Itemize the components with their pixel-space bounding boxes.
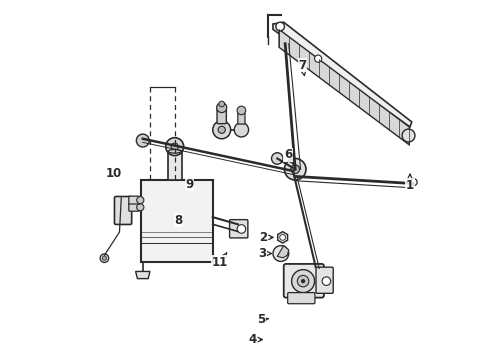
Circle shape <box>292 270 315 293</box>
Polygon shape <box>136 271 150 279</box>
FancyBboxPatch shape <box>168 153 181 180</box>
Ellipse shape <box>168 149 181 153</box>
Text: 1: 1 <box>406 174 414 192</box>
Circle shape <box>213 121 231 139</box>
Text: 7: 7 <box>298 59 306 76</box>
Circle shape <box>234 123 248 137</box>
Text: 6: 6 <box>284 148 294 165</box>
FancyBboxPatch shape <box>129 196 139 204</box>
Circle shape <box>315 55 322 62</box>
FancyBboxPatch shape <box>129 203 139 211</box>
FancyBboxPatch shape <box>141 180 213 262</box>
Text: 4: 4 <box>248 333 262 346</box>
Circle shape <box>285 158 306 180</box>
Circle shape <box>137 204 144 211</box>
Circle shape <box>273 246 289 261</box>
Circle shape <box>297 275 309 287</box>
FancyBboxPatch shape <box>238 113 245 124</box>
FancyBboxPatch shape <box>316 267 333 293</box>
Circle shape <box>217 103 227 113</box>
Polygon shape <box>277 246 289 258</box>
Text: 9: 9 <box>185 178 194 191</box>
Circle shape <box>100 254 109 262</box>
Text: 2: 2 <box>259 231 273 244</box>
FancyBboxPatch shape <box>115 197 132 225</box>
Text: 3: 3 <box>259 247 271 260</box>
Circle shape <box>102 256 107 260</box>
Text: 5: 5 <box>257 313 269 327</box>
Circle shape <box>166 138 184 156</box>
Polygon shape <box>279 30 409 145</box>
Text: 10: 10 <box>106 167 122 180</box>
FancyBboxPatch shape <box>230 220 248 238</box>
Text: 11: 11 <box>212 253 228 269</box>
Circle shape <box>136 134 149 147</box>
Circle shape <box>171 143 178 150</box>
Circle shape <box>280 234 286 240</box>
Circle shape <box>402 129 415 142</box>
Circle shape <box>322 277 331 285</box>
Circle shape <box>271 153 283 164</box>
FancyBboxPatch shape <box>217 109 226 124</box>
Circle shape <box>219 101 224 107</box>
Circle shape <box>237 225 245 233</box>
Circle shape <box>301 279 305 283</box>
FancyBboxPatch shape <box>284 264 324 298</box>
Text: 8: 8 <box>174 214 183 227</box>
Circle shape <box>291 165 299 174</box>
Circle shape <box>410 179 417 186</box>
Circle shape <box>218 126 225 134</box>
Circle shape <box>237 106 245 115</box>
Polygon shape <box>273 22 412 127</box>
Polygon shape <box>278 231 288 243</box>
Circle shape <box>276 22 285 31</box>
Circle shape <box>137 197 144 204</box>
FancyBboxPatch shape <box>288 293 315 304</box>
